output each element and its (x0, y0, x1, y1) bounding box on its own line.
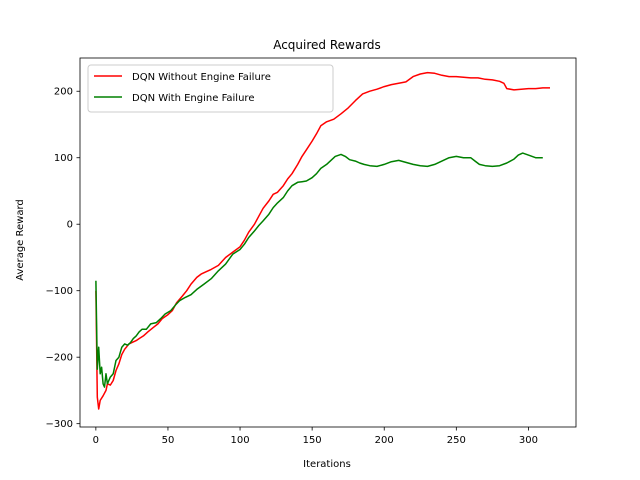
legend: DQN Without Engine Failure DQN With Engin… (87, 64, 334, 113)
legend-label-1: DQN Without Engine Failure (132, 72, 271, 83)
x-tick-label: 250 (447, 435, 466, 446)
legend-box (87, 64, 334, 113)
y-tick-label: 0 (67, 220, 73, 231)
x-tick-label: 150 (303, 435, 322, 446)
axes-border (79, 57, 577, 428)
x-tick-label: 50 (162, 435, 175, 446)
series-line-1 (95, 71, 550, 410)
x-tick-label: 0 (93, 435, 99, 446)
y-tick-label: 100 (54, 153, 73, 164)
x-tick-label: 200 (375, 435, 394, 446)
y-axis-label: Average Reward (15, 199, 26, 280)
x-tick-label: 100 (230, 435, 249, 446)
x-axis-label: Iterations (303, 459, 351, 470)
series-line-2 (95, 152, 543, 388)
y-tick-label: −300 (46, 419, 73, 430)
x-axis: 0 50 100 150 200 250 300 (93, 427, 538, 446)
y-axis: −300 −200 −100 0 100 200 (46, 87, 80, 430)
y-tick-label: −100 (46, 286, 73, 297)
axes-frame (79, 57, 577, 428)
legend-label-2: DQN With Engine Failure (132, 93, 254, 104)
chart-title: Acquired Rewards (273, 38, 381, 52)
y-tick-label: −200 (46, 353, 73, 364)
y-tick-label: 200 (54, 87, 73, 98)
x-tick-label: 300 (519, 435, 538, 446)
plot-area (95, 71, 550, 410)
